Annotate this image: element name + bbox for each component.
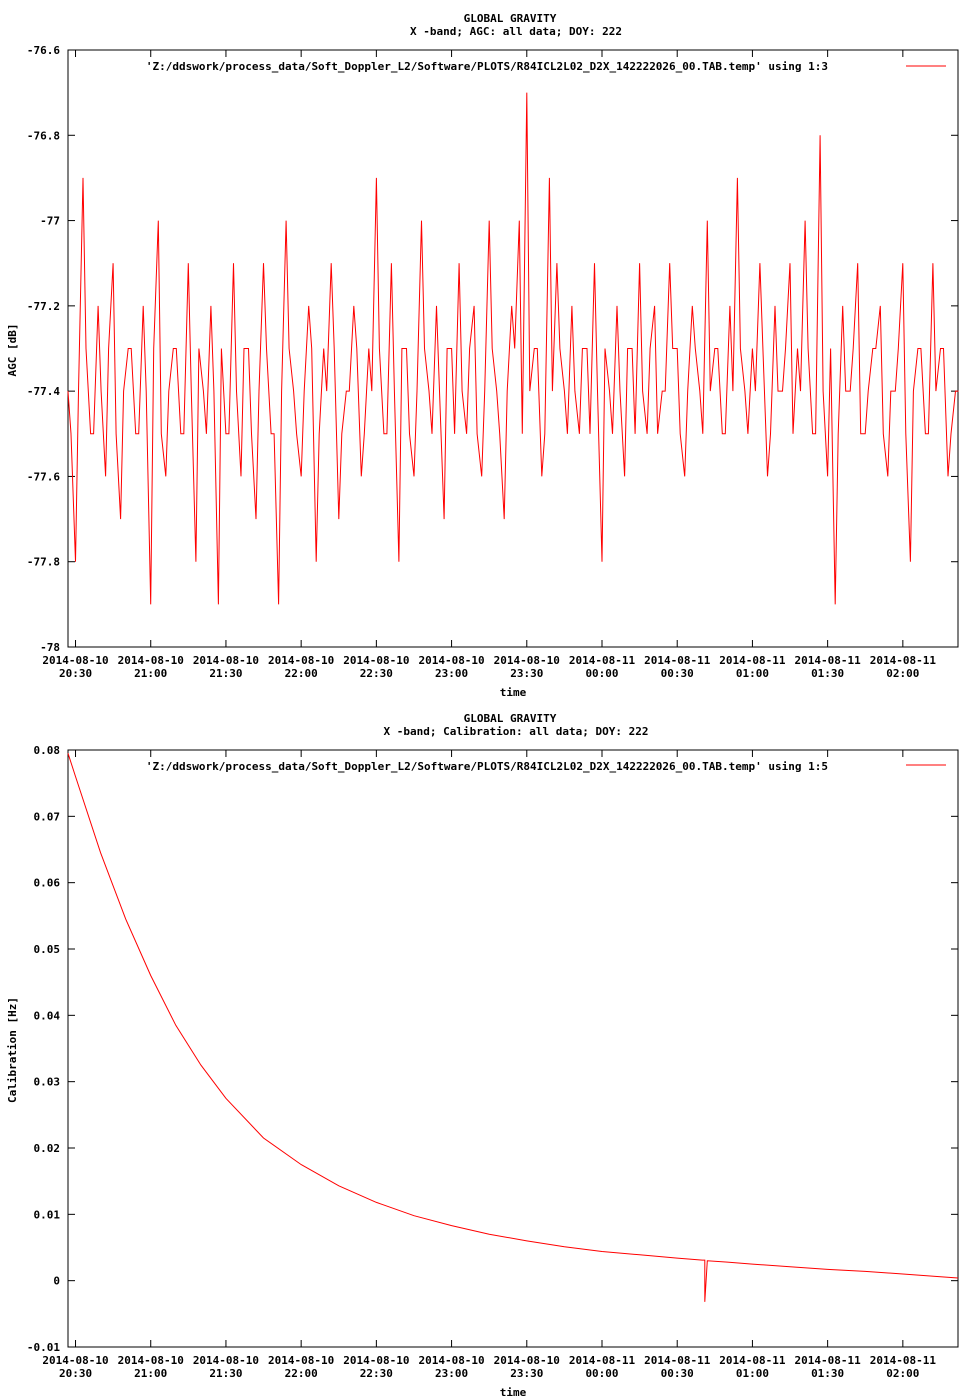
x-tick-label-date: 2014-08-11 <box>870 1354 937 1367</box>
x-tick-label-date: 2014-08-11 <box>719 1354 786 1367</box>
x-tick-label-time: 20:30 <box>59 667 92 680</box>
x-tick-label-date: 2014-08-11 <box>644 654 711 667</box>
x-tick-label-date: 2014-08-10 <box>268 1354 334 1367</box>
chart-title: GLOBAL GRAVITY <box>464 712 557 725</box>
y-tick-label: -76.8 <box>27 129 60 142</box>
y-tick-label: -76.6 <box>27 44 60 57</box>
y-tick-label: -77 <box>40 215 60 228</box>
legend-label: 'Z:/ddswork/process_data/Soft_Doppler_L2… <box>146 760 828 773</box>
y-tick-label: -0.01 <box>27 1341 60 1354</box>
x-tick-label-time: 22:00 <box>285 667 318 680</box>
y-tick-label: 0.02 <box>34 1142 61 1155</box>
x-tick-label-time: 01:00 <box>736 667 769 680</box>
y-tick-label: -77.8 <box>27 556 60 569</box>
x-tick-label-date: 2014-08-10 <box>343 1354 409 1367</box>
y-tick-label: 0.01 <box>34 1208 61 1221</box>
series-line <box>67 753 959 1302</box>
y-tick-label: -77.2 <box>27 300 60 313</box>
x-tick-label-time: 00:00 <box>585 667 618 680</box>
x-tick-label-time: 01:30 <box>811 667 844 680</box>
x-tick-label-time: 23:00 <box>435 1367 468 1380</box>
x-tick-label-date: 2014-08-11 <box>569 654 636 667</box>
x-tick-label-time: 23:30 <box>510 1367 543 1380</box>
chart-subtitle: X -band; Calibration: all data; DOY: 222 <box>384 725 649 738</box>
x-tick-label-date: 2014-08-10 <box>418 1354 484 1367</box>
legend-label: 'Z:/ddswork/process_data/Soft_Doppler_L2… <box>146 60 828 73</box>
x-tick-label-time: 23:30 <box>510 667 543 680</box>
x-tick-label-date: 2014-08-11 <box>870 654 937 667</box>
series-line <box>67 92 959 605</box>
y-axis-label: AGC [dB] <box>6 324 19 377</box>
x-tick-label-date: 2014-08-10 <box>42 1354 108 1367</box>
x-tick-label-time: 01:30 <box>811 1367 844 1380</box>
plot-frame <box>67 749 959 1348</box>
y-tick-label: 0.08 <box>34 744 61 757</box>
x-tick-label-time: 00:00 <box>585 1367 618 1380</box>
x-tick-label-time: 02:00 <box>886 1367 919 1380</box>
x-tick-label-time: 21:00 <box>134 1367 167 1380</box>
y-tick-label: 0.04 <box>34 1009 61 1022</box>
x-axis-label: time <box>500 1386 527 1399</box>
x-tick-label-time: 00:30 <box>661 667 694 680</box>
x-tick-label-date: 2014-08-10 <box>494 654 560 667</box>
x-tick-label-time: 23:00 <box>435 667 468 680</box>
y-axis-label: Calibration [Hz] <box>6 997 19 1103</box>
x-tick-label-date: 2014-08-10 <box>343 654 409 667</box>
x-tick-label-date: 2014-08-10 <box>42 654 108 667</box>
chart-subtitle: X -band; AGC: all data; DOY: 222 <box>410 25 622 38</box>
x-tick-label-time: 22:00 <box>285 1367 318 1380</box>
x-tick-label-date: 2014-08-10 <box>118 654 184 667</box>
x-tick-label-date: 2014-08-10 <box>118 1354 184 1367</box>
x-tick-label-time: 01:00 <box>736 1367 769 1380</box>
x-tick-label-time: 21:00 <box>134 667 167 680</box>
chart-title: GLOBAL GRAVITY <box>464 12 557 25</box>
y-tick-label: 0.06 <box>34 877 61 890</box>
x-axis-label: time <box>500 686 527 699</box>
agc-chart: GLOBAL GRAVITY X -band; AGC: all data; D… <box>6 12 959 699</box>
x-tick-label-date: 2014-08-10 <box>193 654 259 667</box>
y-tick-label: -77.4 <box>27 385 60 398</box>
y-tick-label: -77.6 <box>27 470 60 483</box>
x-tick-label-time: 22:30 <box>360 667 393 680</box>
x-tick-label-date: 2014-08-11 <box>795 654 862 667</box>
y-tick-label: 0 <box>53 1275 60 1288</box>
x-tick-label-date: 2014-08-11 <box>795 1354 862 1367</box>
x-tick-label-time: 21:30 <box>209 667 242 680</box>
x-tick-label-date: 2014-08-10 <box>418 654 484 667</box>
y-tick-label: 0.07 <box>34 810 61 823</box>
x-tick-label-time: 22:30 <box>360 1367 393 1380</box>
x-tick-label-date: 2014-08-11 <box>719 654 786 667</box>
x-tick-label-time: 00:30 <box>661 1367 694 1380</box>
x-tick-label-date: 2014-08-10 <box>268 654 334 667</box>
calibration-chart: GLOBAL GRAVITY X -band; Calibration: all… <box>6 712 959 1399</box>
x-tick-label-date: 2014-08-11 <box>644 1354 711 1367</box>
x-tick-label-date: 2014-08-10 <box>494 1354 560 1367</box>
y-tick-label: 0.03 <box>34 1076 61 1089</box>
plot-frame <box>67 49 959 648</box>
x-tick-label-time: 20:30 <box>59 1367 92 1380</box>
x-tick-label-date: 2014-08-10 <box>193 1354 259 1367</box>
x-tick-label-time: 21:30 <box>209 1367 242 1380</box>
x-tick-label-date: 2014-08-11 <box>569 1354 636 1367</box>
x-tick-label-time: 02:00 <box>886 667 919 680</box>
y-tick-label: -78 <box>40 641 60 654</box>
y-tick-label: 0.05 <box>34 943 61 956</box>
